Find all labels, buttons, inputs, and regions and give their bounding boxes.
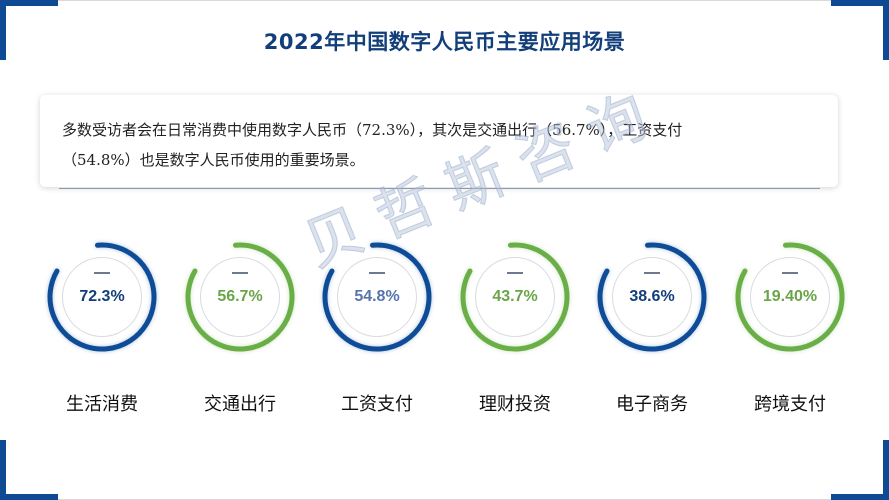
corner-decoration-top-left bbox=[0, 0, 6, 60]
metric-label: 工资支付 bbox=[341, 394, 413, 415]
metric-card: 43.7% 理财投资 bbox=[446, 232, 582, 422]
progress-ring: 56.7% bbox=[184, 235, 296, 367]
metric-value: 56.7% bbox=[217, 288, 263, 305]
metric-label: 生活消费 bbox=[66, 394, 138, 415]
corner-decoration-top-left bbox=[0, 0, 58, 6]
summary-card bbox=[40, 95, 838, 187]
ring-inner-circle bbox=[612, 257, 692, 337]
dash-icon bbox=[94, 272, 110, 274]
metric-card: 54.8% 工资支付 bbox=[308, 232, 444, 422]
metric-label: 理财投资 bbox=[479, 394, 551, 415]
metric-card: 19.40% 跨境支付 bbox=[721, 232, 857, 422]
dash-icon bbox=[507, 272, 523, 274]
dash-icon bbox=[644, 272, 660, 274]
metric-card: 72.3% 生活消费 bbox=[33, 232, 169, 422]
metric-value: 38.6% bbox=[629, 288, 675, 305]
ring-inner-circle bbox=[337, 257, 417, 337]
ring-arc-icon bbox=[185, 242, 295, 352]
summary-line-2: （54.8%）也是数字人民币使用的重要场景。 bbox=[62, 151, 365, 169]
summary-divider bbox=[59, 188, 820, 189]
corner-decoration-bottom-right bbox=[831, 494, 889, 500]
dash-icon bbox=[782, 272, 798, 274]
metric-value: 72.3% bbox=[79, 288, 125, 305]
metrics-row: 72.3% 生活消费 56.7% 交通出行 54.8% 工资支付 bbox=[0, 232, 889, 432]
dash-icon bbox=[232, 272, 248, 274]
progress-ring: 43.7% bbox=[459, 235, 571, 367]
ring-arc-icon bbox=[322, 242, 432, 352]
progress-ring: 72.3% bbox=[46, 235, 158, 367]
corner-decoration-bottom-left bbox=[0, 440, 6, 500]
ring-arc-icon bbox=[47, 242, 157, 352]
progress-ring: 38.6% bbox=[596, 235, 708, 367]
ring-inner-circle bbox=[475, 257, 555, 337]
ring-inner-circle bbox=[200, 257, 280, 337]
ring-arc-icon bbox=[735, 242, 845, 352]
corner-decoration-top-right bbox=[883, 0, 889, 60]
progress-ring: 19.40% bbox=[734, 235, 846, 367]
ring-inner-circle bbox=[62, 257, 142, 337]
metric-card: 56.7% 交通出行 bbox=[171, 232, 307, 422]
summary-line-1: 多数受访者会在日常消费中使用数字人民币（72.3%），其次是交通出行（56.7%… bbox=[62, 121, 683, 139]
progress-ring: 54.8% bbox=[321, 235, 433, 367]
metric-value: 54.8% bbox=[354, 288, 400, 305]
metric-card: 38.6% 电子商务 bbox=[583, 232, 719, 422]
summary-text: 多数受访者会在日常消费中使用数字人民币（72.3%），其次是交通出行（56.7%… bbox=[62, 115, 802, 175]
page-title: 2022年中国数字人民币主要应用场景 bbox=[263, 30, 626, 54]
corner-decoration-top-right bbox=[831, 0, 889, 6]
metric-label: 跨境支付 bbox=[754, 394, 826, 415]
metric-value: 19.40% bbox=[762, 288, 818, 305]
metric-label: 交通出行 bbox=[204, 394, 276, 415]
ring-inner-circle bbox=[750, 257, 830, 337]
metric-value: 43.7% bbox=[492, 288, 538, 305]
dash-icon bbox=[369, 272, 385, 274]
metric-label: 电子商务 bbox=[616, 394, 688, 415]
ring-arc-icon bbox=[597, 242, 707, 352]
top-border-line bbox=[58, 0, 831, 1]
corner-decoration-bottom-left bbox=[0, 494, 58, 500]
ring-arc-icon bbox=[460, 242, 570, 352]
corner-decoration-bottom-right bbox=[883, 440, 889, 500]
